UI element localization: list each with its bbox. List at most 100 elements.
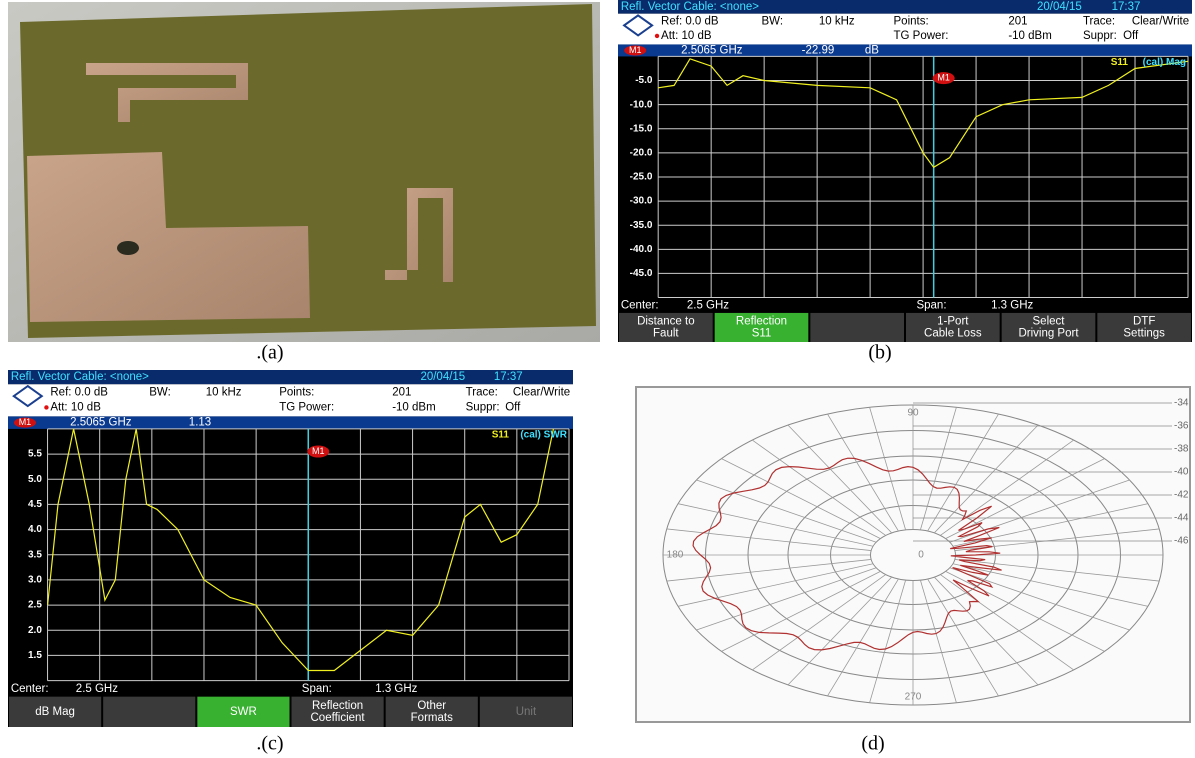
caption: (d) [861,733,884,755]
softkey-label: Unit [516,706,537,718]
hole [117,241,139,255]
y-label: 1.5 [28,650,42,661]
marker-flag-label: M1 [312,446,325,456]
caption: .(a) [256,342,283,364]
tg-label: TG Power: [279,402,334,414]
center-label: Center: [11,683,49,695]
softkey-label: Reflection [736,315,787,327]
softkey-label: Distance to [637,315,695,327]
y-label: 5.0 [28,474,42,485]
y-label: 3.5 [28,549,42,560]
y-label: 2.0 [28,625,42,636]
trace-mode: (cal) Mag [1143,57,1186,68]
ref: Ref: 0.0 dB [661,16,719,28]
trace-name: S11 [1111,57,1129,68]
y-label: 4.5 [28,499,42,510]
marker-value: 1.13 [189,417,211,429]
marker-flag-label: M1 [937,73,950,83]
marker-value: -22.99 [802,44,835,56]
date: 20/04/15 [1037,1,1082,13]
bw-label: BW: [762,16,784,28]
y-label: -30.0 [630,196,653,207]
suppr-label: Suppr: [1083,30,1117,42]
y-label: -35.0 [630,220,653,231]
screen-title: Refl. Vector Cable: <none> [621,1,759,13]
y-label: 3.0 [28,575,42,586]
trace-name: S11 [492,430,510,441]
tg: -10 dBm [392,402,435,414]
softkey-label: S11 [752,327,772,339]
tg-label: TG Power: [894,30,949,42]
scale-label: -34 [1174,398,1189,409]
span: 1.3 GHz [375,683,417,695]
caption: (b) [868,342,891,364]
softkey-label: Reflection [312,700,363,712]
softkey-label: dB Mag [35,706,75,718]
marker-unit: dB [865,44,879,56]
tg: -10 dBm [1008,30,1051,42]
softkey-label: Settings [1123,327,1165,339]
bw: 10 kHz [819,16,855,28]
bw-label: BW: [149,387,171,399]
att-dot [655,34,659,38]
bw: 10 kHz [206,387,242,399]
att: Att: 10 dB [661,30,712,42]
y-label: -15.0 [630,123,653,134]
trace-label: Trace: [1083,16,1115,28]
suppr: Off [505,402,521,414]
polar-plot-d [636,387,1190,722]
span: 1.3 GHz [991,299,1033,311]
date: 20/04/15 [420,371,465,383]
marker-id: M1 [19,417,32,427]
softkey[interactable] [810,313,904,342]
span-label: Span: [302,683,332,695]
screen-title: Refl. Vector Cable: <none> [11,371,149,383]
y-label: -20.0 [630,148,653,159]
suppr-label: Suppr: [466,402,500,414]
softkey-label: Driving Port [1018,327,1079,339]
att-dot [44,405,48,409]
softkey-label: Fault [653,327,679,339]
trace: Clear/Write [1132,16,1189,28]
softkey-label: Other [417,700,446,712]
att: Att: 10 dB [50,402,101,414]
suppr: Off [1123,30,1139,42]
figure: .(a) (b) .(c) (d) Refl. Vector Cable: <none>… [0,0,1195,758]
trace-mode: (cal) SWR [520,430,567,441]
points-label: Points: [279,387,314,399]
softkey-label: SWR [230,706,257,718]
time: 17:37 [1112,1,1141,13]
trace-label: Trace: [466,387,498,399]
scale-label: -36 [1174,421,1189,432]
center: 2.5 GHz [76,683,118,695]
y-label: -25.0 [630,172,653,183]
softkey-label: Select [1033,315,1066,327]
y-label: -45.0 [630,268,653,279]
time: 17:37 [494,371,523,383]
marker-id: M1 [629,45,642,55]
softkey-label: Cable Loss [924,327,982,339]
points: 201 [392,387,411,399]
angle-label: 0 [918,550,924,561]
ref: Ref: 0.0 dB [50,387,108,399]
y-label: -40.0 [630,244,653,255]
caption: .(c) [256,733,283,755]
center-label: Center: [621,299,659,311]
scale-label: -46 [1174,536,1189,547]
softkey[interactable] [103,697,195,727]
points-label: Points: [894,16,929,28]
scale-label: -38 [1174,444,1189,455]
scale-label: -42 [1174,490,1189,501]
angle-label: 90 [907,408,919,419]
angle-label: 180 [667,550,684,561]
y-label: 2.5 [28,600,42,611]
points: 201 [1008,16,1027,28]
scale-label: -40 [1174,467,1189,478]
y-label: 5.5 [28,449,42,460]
softkey-label: Coefficient [311,712,366,724]
scale-label: -44 [1174,513,1189,524]
center: 2.5 GHz [687,299,729,311]
marker-freq: 2.5065 GHz [681,44,743,56]
marker-freq: 2.5065 GHz [70,417,132,429]
y-label: 4.0 [28,524,42,535]
